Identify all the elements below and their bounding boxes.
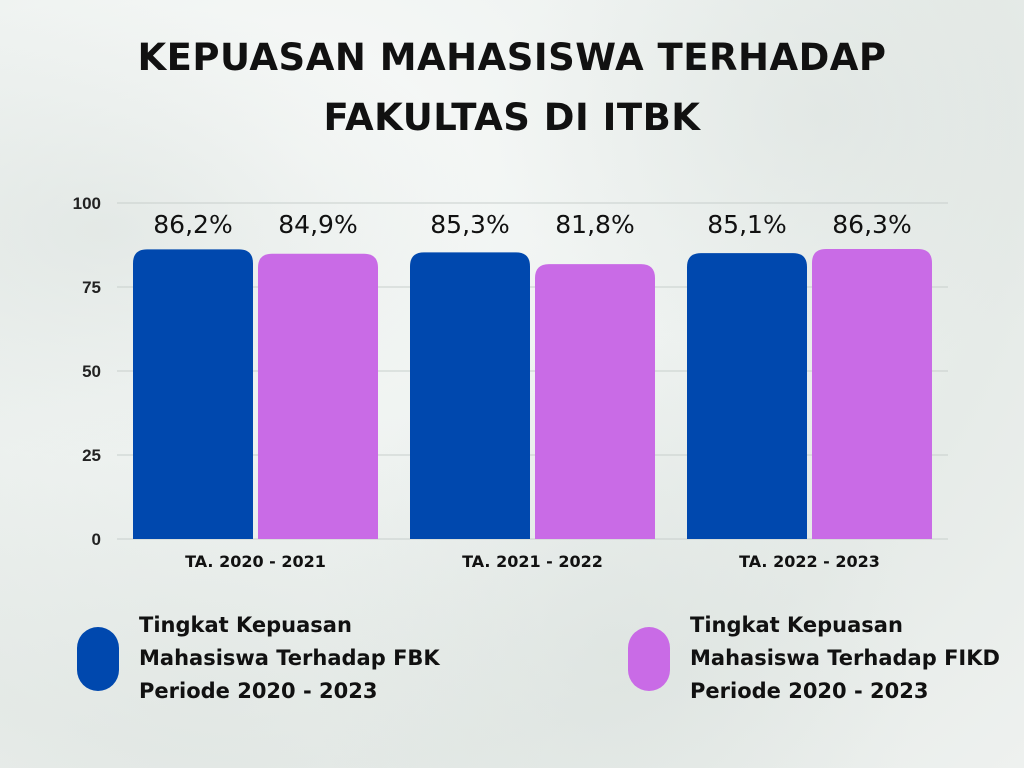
chart-title: KEPUASAN MAHASISWA TERHADAP FAKULTAS DI … <box>0 28 1024 148</box>
y-tick-label: 100 <box>73 194 101 213</box>
bar <box>812 249 932 540</box>
chart-title-line-2: FAKULTAS DI ITBK <box>323 96 701 139</box>
data-label: 85,1% <box>707 210 786 239</box>
bar <box>410 252 530 539</box>
x-tick-label: TA. 2020 - 2021 <box>185 552 326 571</box>
y-tick-label: 0 <box>92 530 101 549</box>
legend-fikd-line-3: Periode 2020 - 2023 <box>690 679 929 703</box>
legend-fikd-line-2: Mahasiswa Terhadap FIKD <box>690 646 1000 670</box>
data-label: 84,9% <box>278 210 357 239</box>
legend-fikd-line-1: Tingkat Kepuasan <box>690 613 903 637</box>
bar <box>687 253 807 539</box>
data-label: 85,3% <box>430 210 509 239</box>
bar <box>535 264 655 539</box>
legend-fbk-line-1: Tingkat Kepuasan <box>139 613 352 637</box>
data-label: 86,2% <box>153 210 232 239</box>
bar <box>258 253 378 539</box>
data-label: 86,3% <box>832 210 911 239</box>
x-tick-label: TA. 2022 - 2023 <box>739 552 880 571</box>
legend-item-fikd: Tingkat Kepuasan Mahasiswa Terhadap FIKD… <box>628 609 1000 708</box>
legend-swatch-fbk <box>77 626 119 691</box>
legend-label-fikd: Tingkat Kepuasan Mahasiswa Terhadap FIKD… <box>690 609 1000 708</box>
legend-fbk-line-2: Mahasiswa Terhadap FBK <box>139 646 440 670</box>
y-tick-label: 50 <box>82 362 101 381</box>
legend-item-fbk: Tingkat Kepuasan Mahasiswa Terhadap FBK … <box>77 609 440 708</box>
y-tick-label: 25 <box>82 446 101 465</box>
chart-title-line-1: KEPUASAN MAHASISWA TERHADAP <box>137 36 887 79</box>
bar <box>133 249 253 540</box>
y-tick-label: 75 <box>82 278 101 297</box>
x-tick-label: TA. 2021 - 2022 <box>462 552 603 571</box>
legend-fbk-line-3: Periode 2020 - 2023 <box>139 679 378 703</box>
data-label: 81,8% <box>555 210 634 239</box>
legend-label-fbk: Tingkat Kepuasan Mahasiswa Terhadap FBK … <box>139 609 440 708</box>
legend-swatch-fikd <box>628 626 670 691</box>
